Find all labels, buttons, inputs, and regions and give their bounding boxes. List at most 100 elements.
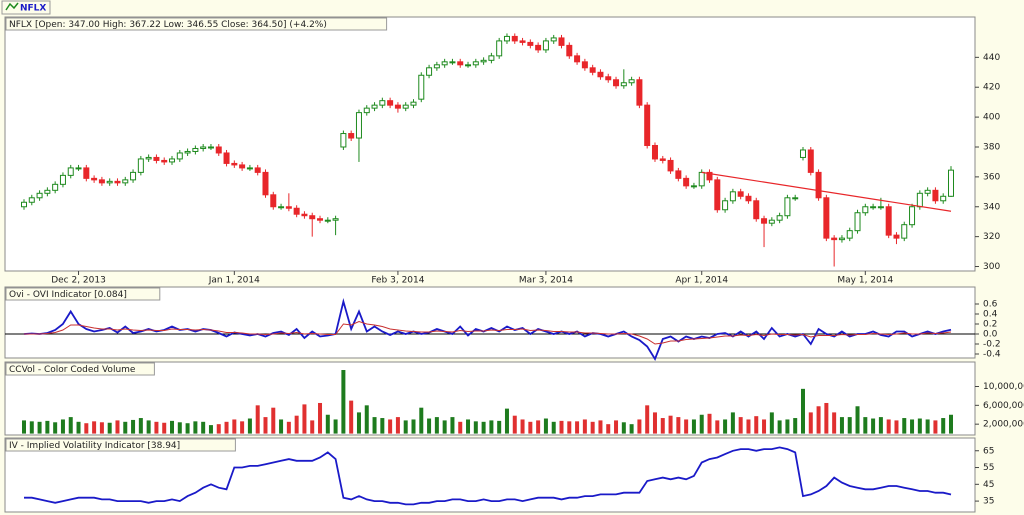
candle-body — [106, 180, 113, 184]
candle-body — [932, 189, 939, 202]
x-tick-label: Feb 3, 2014 — [371, 276, 424, 286]
y-tick-label: 400 — [983, 113, 1000, 123]
volume-bar — [310, 420, 315, 434]
candle-body — [698, 171, 705, 187]
volume-bar — [201, 421, 206, 434]
volume-bar — [263, 417, 268, 434]
volume-bar — [427, 418, 432, 434]
candle-body — [862, 206, 869, 214]
candle-body — [278, 206, 285, 209]
candle-body — [309, 215, 316, 220]
panel-header: Ovi - OVI Indicator [0.084] — [9, 290, 127, 300]
y-tick-label: 0.4 — [983, 310, 998, 320]
volume-bar — [372, 417, 377, 434]
candle-body — [441, 61, 448, 66]
indicator-line — [24, 320, 952, 345]
volume-bar — [528, 421, 533, 434]
panel-header: IV - Implied Volatility Indicator [38.94… — [9, 441, 180, 451]
y-tick-label: 10,000,000 — [983, 382, 1024, 392]
candle-body — [363, 107, 370, 114]
volume-bar — [388, 419, 393, 434]
volume-bar — [621, 422, 626, 434]
y-tick-label: 440 — [983, 53, 1000, 63]
candle-body — [98, 179, 105, 184]
volume-bar — [816, 406, 821, 434]
volume-bar — [208, 425, 213, 434]
candle-body — [550, 37, 557, 42]
volume-bar — [341, 370, 346, 434]
candle-body — [792, 197, 799, 200]
volume-bar — [442, 420, 447, 434]
volume-bar — [598, 420, 603, 434]
candle-body — [223, 152, 230, 164]
candle-body — [472, 61, 479, 66]
candle-body — [153, 156, 160, 161]
candle-body — [433, 64, 440, 69]
volume-bar — [738, 417, 743, 434]
candle-body — [597, 71, 604, 78]
candle-body — [761, 218, 768, 224]
x-tick-label: Dec 2, 2013 — [51, 276, 106, 286]
candle-body — [317, 218, 324, 221]
volume-bar — [551, 421, 556, 434]
candle-body — [285, 206, 292, 209]
candle-body — [620, 82, 627, 87]
y-tick-label: 360 — [983, 172, 1000, 182]
candle-body — [846, 230, 853, 239]
candle-body — [200, 146, 207, 149]
volume-bar — [466, 419, 471, 434]
candle-body — [831, 237, 838, 241]
candle-body — [91, 177, 98, 181]
candle-body — [59, 174, 66, 185]
volume-bar — [154, 421, 159, 434]
volume-bar — [543, 418, 548, 434]
candle-body — [418, 74, 425, 100]
candle-body — [870, 206, 877, 209]
candle-body — [799, 149, 806, 158]
volume-bar — [762, 419, 767, 434]
candle-body — [293, 207, 300, 215]
volume-bar — [92, 421, 97, 434]
volume-bar — [473, 421, 478, 434]
panel-header-box — [5, 438, 236, 452]
volume-bar — [364, 405, 369, 434]
volume-bar — [793, 418, 798, 434]
candle-body — [254, 167, 261, 173]
panel-header: CCVol - Color Coded Volume — [9, 365, 136, 375]
volume-bar — [785, 419, 790, 434]
candle-body — [885, 206, 892, 236]
volume-bar — [216, 424, 221, 434]
volume-bar — [247, 418, 252, 434]
y-tick-label: 0.6 — [983, 300, 998, 310]
candle-body — [262, 171, 269, 196]
panel — [4, 286, 976, 359]
trend-line — [701, 171, 952, 212]
candle-body — [706, 171, 713, 181]
candle-body — [854, 212, 861, 232]
candle-body — [75, 167, 82, 170]
panel-header: NFLX [Open: 347.00 High: 367.22 Low: 346… — [9, 20, 327, 30]
candle-body — [176, 152, 183, 160]
candle-body — [192, 147, 199, 152]
candle-body — [457, 61, 464, 66]
y-tick-label: 320 — [983, 232, 1000, 242]
volume-bar — [567, 421, 572, 434]
volume-bar — [925, 419, 930, 434]
candle-body — [714, 179, 721, 211]
candle-body — [137, 158, 144, 173]
x-tick-label: Mar 3, 2014 — [519, 276, 573, 286]
volume-bar — [886, 419, 891, 434]
candle-body — [722, 200, 729, 211]
volume-bar — [279, 419, 284, 434]
candle-body — [496, 40, 503, 57]
y-tick-label: 2,000,000 — [983, 420, 1024, 430]
candle-body — [581, 61, 588, 69]
tab-label: NFLX — [20, 4, 46, 14]
symbol-tab[interactable] — [1, 0, 51, 15]
candle-body — [683, 177, 690, 187]
candle-body — [207, 146, 214, 149]
candle-body — [449, 61, 456, 64]
candle-body — [503, 35, 510, 42]
